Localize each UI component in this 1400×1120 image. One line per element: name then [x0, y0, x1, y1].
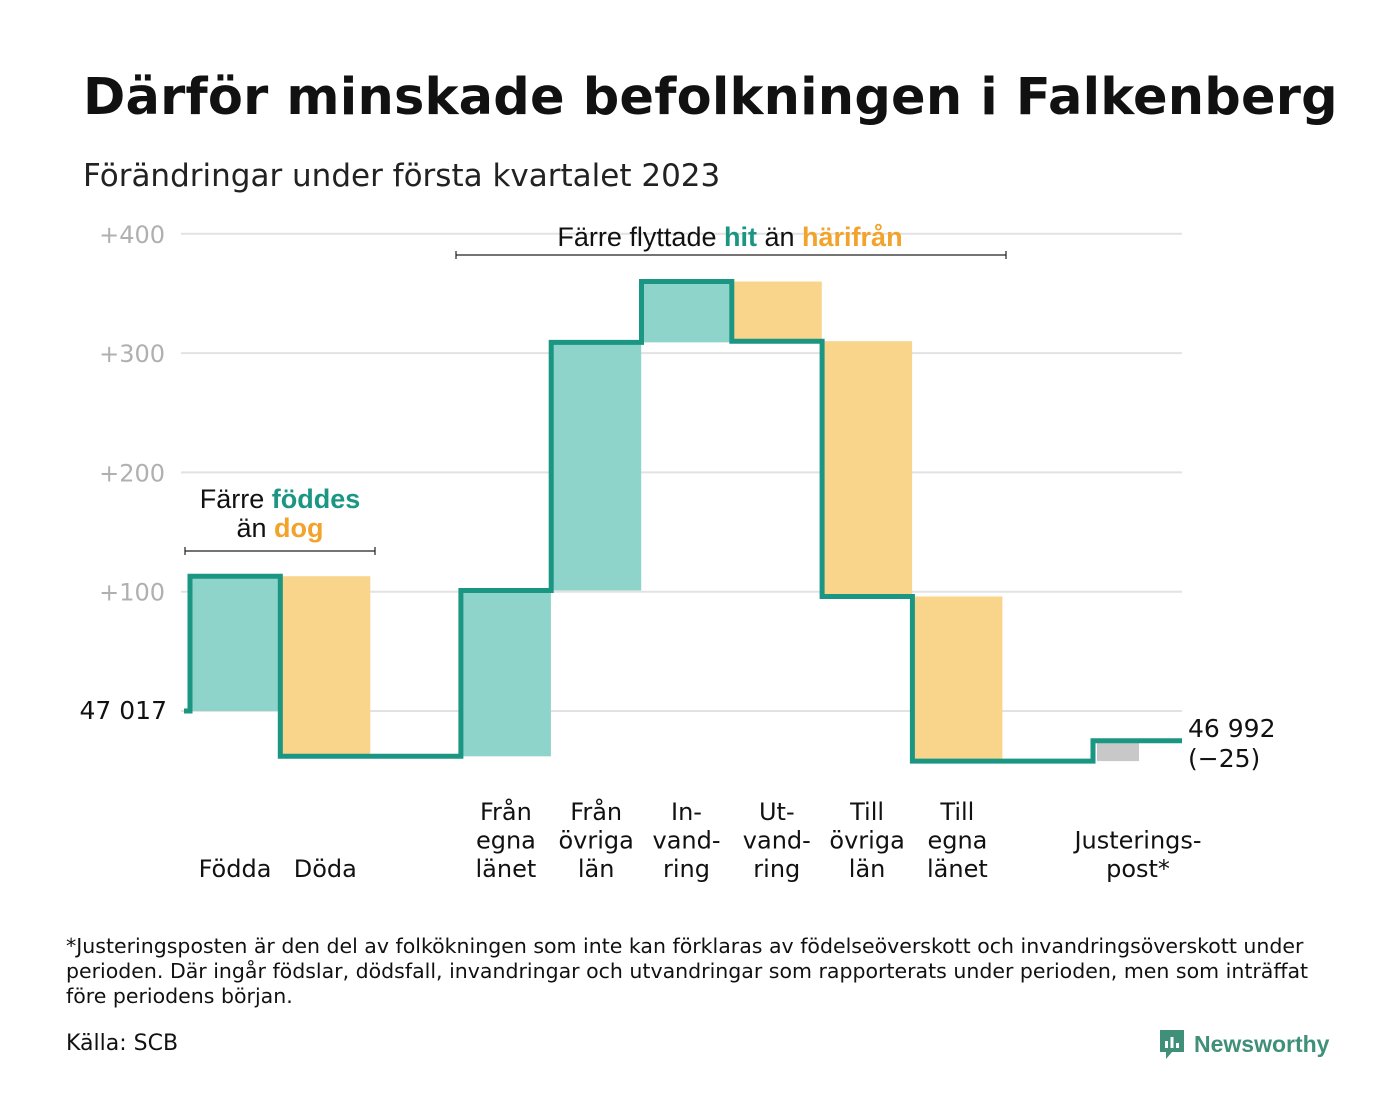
end-change-label: (−25) [1188, 744, 1260, 773]
chart-subtitle: Förändringar under första kvartalet 2023 [83, 158, 721, 194]
category-label: Döda [294, 855, 357, 883]
newsworthy-logo-icon [1160, 1030, 1184, 1059]
category-label: Till [939, 798, 974, 826]
y-tick-label: +400 [99, 221, 165, 249]
category-label: In- [671, 798, 702, 826]
category-label: post* [1106, 855, 1170, 883]
bar-inflow [190, 576, 280, 711]
waterfall-chart: +100 +200 +300 +400 Färre föddes än dog Fär… [80, 221, 1276, 883]
births-annotation-highlight2: dog [274, 513, 323, 543]
births-bracket [184, 547, 376, 555]
moves-annotation-harifran: härifrån [802, 222, 903, 252]
bar-inflow [460, 590, 551, 757]
bar-outflow [912, 596, 1003, 762]
category-label: Ut- [759, 798, 795, 826]
births-annotation-highlight: föddes [272, 484, 361, 514]
bar-inflow [641, 281, 732, 343]
brand-logo: Newsworthy [1158, 1026, 1329, 1062]
category-label: egna [927, 827, 987, 855]
category-label: Till [849, 798, 884, 826]
category-label: Justerings- [1072, 827, 1201, 855]
y-tick-label: +300 [99, 340, 165, 368]
start-value-label: 47 017 [80, 696, 167, 725]
category-label: ring [753, 855, 800, 883]
bar-outflow [731, 281, 822, 342]
y-tick-label: +100 [99, 579, 165, 607]
category-label: län [578, 855, 615, 883]
footnote: *Justeringsposten är den del av folkökni… [66, 934, 1309, 1008]
category-label: övriga [829, 827, 904, 855]
labels: Färre föddes än dog Färre flyttade hit ä… [80, 222, 1276, 773]
births-annotation-line1: Färre föddes [200, 484, 361, 514]
moves-annotation: Färre flyttade hit än härifrån [557, 222, 902, 252]
category-label: Från [570, 797, 622, 826]
category-labels: Födda DödaFrånegnalänetFrånövrigalänIn-va… [199, 797, 1202, 883]
brand-name: Newsworthy [1194, 1030, 1330, 1057]
moves-bracket [455, 251, 1007, 259]
category-label: egna [476, 827, 536, 855]
source-label: Källa: SCB [66, 1031, 179, 1056]
category-label: län [849, 855, 886, 883]
end-value-label: 46 992 [1188, 714, 1275, 743]
bar-adjustment [1097, 740, 1139, 762]
category-label: Födda [199, 855, 272, 883]
category-label: vand- [743, 827, 811, 855]
bar-outflow [280, 576, 371, 757]
category-label: länet [927, 855, 988, 883]
grid-lines: +100 +200 +300 +400 [99, 221, 1182, 712]
births-annotation-line2: än dog [236, 513, 323, 543]
category-label: Från [480, 797, 532, 826]
bars [190, 281, 1139, 762]
bar-outflow [822, 341, 913, 597]
step-line [184, 279, 1182, 764]
moves-annotation-mid: än [757, 222, 802, 252]
bar-inflow [551, 342, 642, 591]
running-total-line [184, 279, 1182, 764]
category-label: övriga [559, 827, 634, 855]
category-label: länet [476, 855, 537, 883]
moves-annotation-hit: hit [724, 222, 757, 252]
chart-title: Därför minskade befolkningen i Falkenber… [83, 68, 1338, 127]
y-tick-label: +200 [99, 459, 165, 487]
category-label: vand- [652, 827, 720, 855]
moves-annotation-pre: Färre flyttade [557, 222, 724, 252]
births-annotation-pre: Färre [200, 484, 272, 514]
category-label: ring [663, 855, 710, 883]
births-annotation-pre2: än [236, 513, 274, 543]
